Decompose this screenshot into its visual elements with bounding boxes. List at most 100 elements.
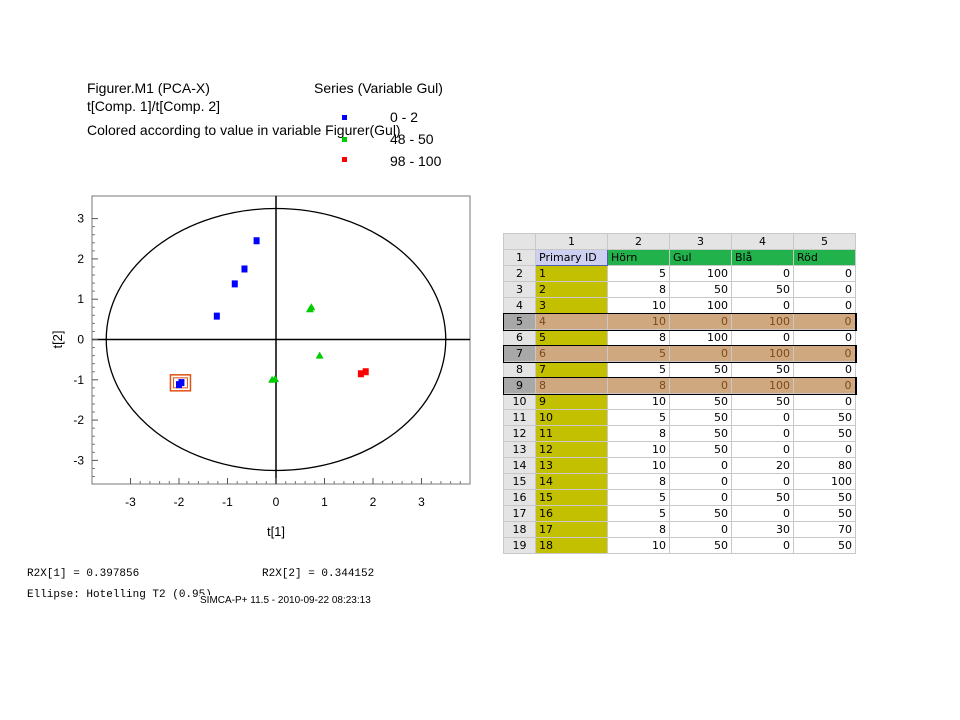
- value-cell[interactable]: 0: [731, 537, 794, 554]
- value-cell[interactable]: 50: [731, 281, 794, 298]
- value-cell[interactable]: 100: [669, 329, 732, 346]
- value-cell[interactable]: 50: [731, 393, 794, 410]
- column-header[interactable]: Blå: [731, 249, 794, 266]
- value-cell[interactable]: 0: [793, 377, 857, 394]
- value-cell[interactable]: 10: [607, 393, 670, 410]
- row-number[interactable]: 3: [503, 281, 536, 298]
- column-number[interactable]: 3: [669, 233, 732, 250]
- value-cell[interactable]: 0: [793, 361, 856, 378]
- row-number[interactable]: 4: [503, 297, 536, 314]
- table-row[interactable]: 7 6 5 0 100 0: [502, 344, 857, 363]
- primary-id-cell[interactable]: 1: [535, 265, 608, 282]
- row-number[interactable]: 8: [503, 361, 536, 378]
- table-row[interactable]: 3 2 8 50 50 0: [503, 281, 856, 298]
- primary-id-cell[interactable]: 4: [535, 313, 608, 330]
- value-cell[interactable]: 50: [669, 425, 732, 442]
- value-cell[interactable]: 10: [607, 457, 670, 474]
- primary-id-cell[interactable]: 11: [535, 425, 608, 442]
- table-row[interactable]: 15 14 8 0 0 100: [503, 473, 856, 490]
- value-cell[interactable]: 50: [793, 489, 856, 506]
- value-cell[interactable]: 0: [731, 409, 794, 426]
- row-number[interactable]: 13: [503, 441, 536, 458]
- value-cell[interactable]: 0: [669, 473, 732, 490]
- table-row[interactable]: 4 3 10 100 0 0: [503, 297, 856, 314]
- value-cell[interactable]: 0: [669, 345, 732, 362]
- value-cell[interactable]: 5: [607, 265, 670, 282]
- primary-id-cell[interactable]: 10: [535, 409, 608, 426]
- value-cell[interactable]: 0: [731, 505, 794, 522]
- column-number[interactable]: 4: [731, 233, 794, 250]
- row-number[interactable]: 14: [503, 457, 536, 474]
- column-header[interactable]: Primary ID: [535, 249, 608, 266]
- value-cell[interactable]: 50: [669, 537, 732, 554]
- table-row[interactable]: 18 17 8 0 30 70: [503, 521, 856, 538]
- primary-id-cell[interactable]: 17: [535, 521, 608, 538]
- value-cell[interactable]: 5: [607, 489, 670, 506]
- column-number[interactable]: 2: [607, 233, 670, 250]
- row-number[interactable]: 16: [503, 489, 536, 506]
- value-cell[interactable]: 0: [731, 329, 794, 346]
- value-cell[interactable]: 0: [669, 313, 732, 330]
- value-cell[interactable]: 50: [669, 393, 732, 410]
- value-cell[interactable]: 10: [607, 441, 670, 458]
- column-header[interactable]: Röd: [793, 249, 856, 266]
- table-row[interactable]: 5 4 10 0 100 0: [502, 312, 857, 331]
- value-cell[interactable]: 50: [793, 425, 856, 442]
- value-cell[interactable]: 50: [669, 361, 732, 378]
- primary-id-cell[interactable]: 9: [535, 393, 608, 410]
- value-cell[interactable]: 20: [731, 457, 794, 474]
- value-cell[interactable]: 50: [669, 409, 732, 426]
- primary-id-cell[interactable]: 14: [535, 473, 608, 490]
- value-cell[interactable]: 0: [731, 425, 794, 442]
- value-cell[interactable]: 0: [793, 329, 856, 346]
- value-cell[interactable]: 50: [793, 505, 856, 522]
- value-cell[interactable]: 8: [607, 329, 670, 346]
- row-number[interactable]: 17: [503, 505, 536, 522]
- value-cell[interactable]: 50: [731, 489, 794, 506]
- table-row[interactable]: 16 15 5 0 50 50: [503, 489, 856, 506]
- table-row[interactable]: 2 1 5 100 0 0: [503, 265, 856, 282]
- row-number[interactable]: 19: [503, 537, 536, 554]
- column-header[interactable]: Hörn: [607, 249, 670, 266]
- primary-id-cell[interactable]: 7: [535, 361, 608, 378]
- value-cell[interactable]: 50: [669, 441, 732, 458]
- value-cell[interactable]: 50: [669, 505, 732, 522]
- row-number[interactable]: 15: [503, 473, 536, 490]
- value-cell[interactable]: 10: [607, 537, 670, 554]
- value-cell[interactable]: 5: [607, 361, 670, 378]
- primary-id-cell[interactable]: 13: [535, 457, 608, 474]
- row-number[interactable]: 5: [503, 313, 536, 330]
- value-cell[interactable]: 50: [731, 361, 794, 378]
- column-number[interactable]: 1: [535, 233, 608, 250]
- row-number[interactable]: 2: [503, 265, 536, 282]
- value-cell[interactable]: 100: [731, 377, 794, 394]
- value-cell[interactable]: 0: [731, 297, 794, 314]
- value-cell[interactable]: 0: [669, 457, 732, 474]
- value-cell[interactable]: 0: [793, 265, 856, 282]
- value-cell[interactable]: 8: [607, 473, 670, 490]
- table-row[interactable]: 13 12 10 50 0 0: [503, 441, 856, 458]
- row-number[interactable]: 6: [503, 329, 536, 346]
- value-cell[interactable]: 0: [669, 377, 732, 394]
- row-number[interactable]: 9: [503, 377, 536, 394]
- primary-id-cell[interactable]: 16: [535, 505, 608, 522]
- primary-id-cell[interactable]: 5: [535, 329, 608, 346]
- value-cell[interactable]: 50: [793, 537, 856, 554]
- value-cell[interactable]: 0: [793, 345, 857, 362]
- value-cell[interactable]: 10: [607, 313, 670, 330]
- value-cell[interactable]: 8: [607, 377, 670, 394]
- value-cell[interactable]: 8: [607, 521, 670, 538]
- primary-id-cell[interactable]: 3: [535, 297, 608, 314]
- column-header[interactable]: Gul: [669, 249, 732, 266]
- table-row[interactable]: 12 11 8 50 0 50: [503, 425, 856, 442]
- row-number[interactable]: 1: [503, 249, 536, 266]
- value-cell[interactable]: 5: [607, 505, 670, 522]
- value-cell[interactable]: 0: [669, 521, 732, 538]
- row-number[interactable]: 10: [503, 393, 536, 410]
- value-cell[interactable]: 100: [731, 345, 794, 362]
- value-cell[interactable]: 70: [793, 521, 856, 538]
- table-row[interactable]: 19 18 10 50 0 50: [503, 537, 856, 554]
- value-cell[interactable]: 5: [607, 345, 670, 362]
- value-cell[interactable]: 0: [793, 281, 856, 298]
- table-row[interactable]: 17 16 5 50 0 50: [503, 505, 856, 522]
